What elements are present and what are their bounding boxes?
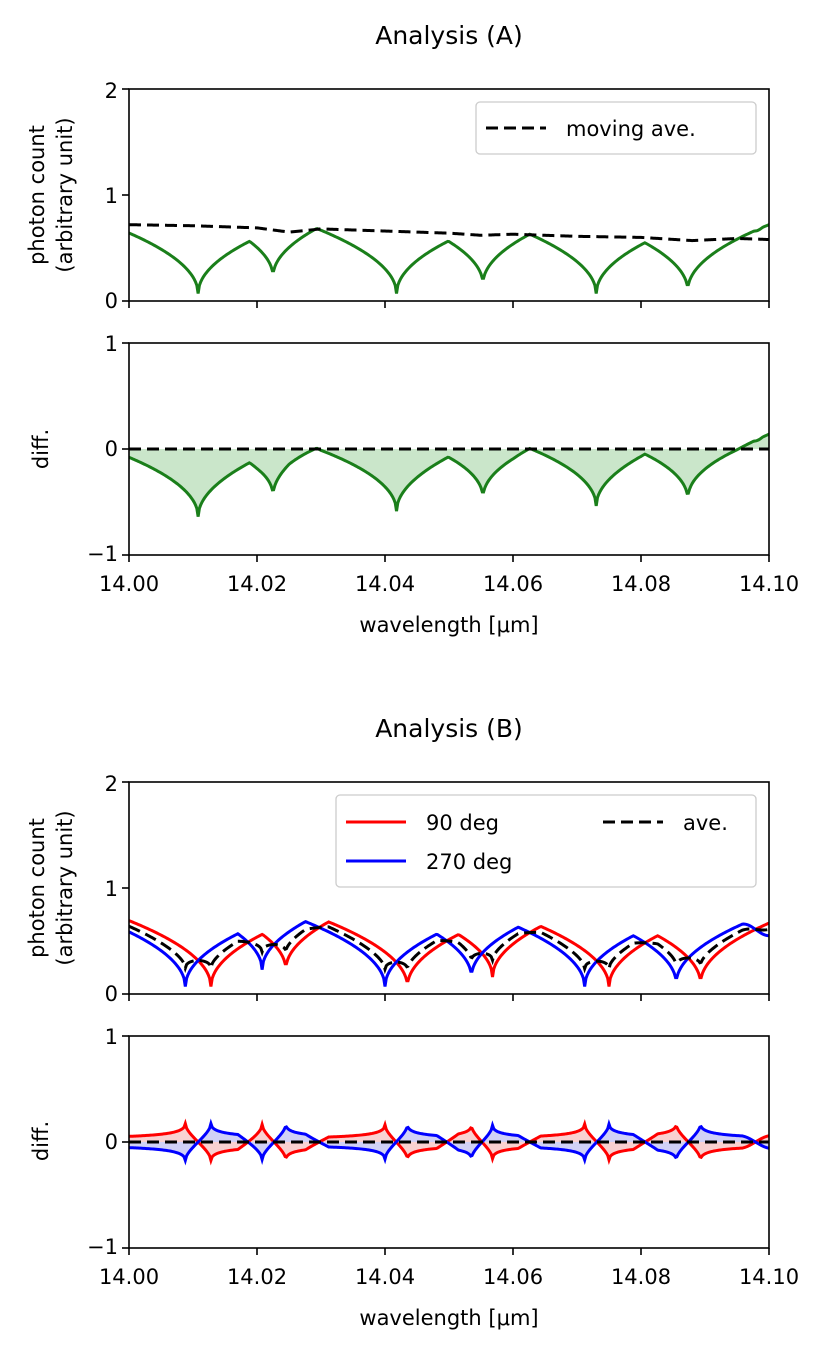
xtick-label: 14.04: [355, 572, 415, 596]
xlabel-b: wavelength [μm]: [359, 1306, 538, 1330]
xtick-label: 14.04: [355, 1265, 415, 1289]
legend-label-270deg: 270 deg: [426, 850, 512, 874]
plot-frame-b-top: [128, 781, 770, 995]
ylabel-a-line1: photon count: [25, 125, 49, 265]
ylabel-b-line1: photon count: [25, 818, 49, 958]
series-line-90deg: [129, 919, 769, 987]
xtick-label: 14.10: [739, 1265, 799, 1289]
legend-box-b: [335, 794, 757, 888]
series-line-270deg-diff: [129, 1118, 769, 1166]
series-line-signal: [129, 223, 769, 294]
panel-a-diff: diff. −1 0 1 14.00 14.02 14.04 14.06 14.…: [29, 332, 799, 637]
panel-b-diff: diff. −1 0 1 14.00 14.02 14.04 14.06 14.…: [29, 1025, 799, 1330]
legend-label-moving-ave: moving ave.: [566, 117, 696, 141]
ytick-label-2: 2: [105, 772, 118, 796]
series-line-moving-ave: [129, 223, 769, 243]
ytick-label-0: 0: [105, 289, 118, 313]
ytick-label-1: 1: [105, 877, 118, 901]
xtick-label: 14.00: [99, 1265, 159, 1289]
panel-b-top: Analysis (B) photon count (arbitrary uni…: [25, 714, 770, 1006]
xtick-label: 14.00: [99, 572, 159, 596]
title-b: Analysis (B): [375, 714, 523, 743]
ytick-label-0: 0: [105, 982, 118, 1006]
ylabel-diff-a: diff.: [29, 429, 53, 469]
xtick-labels-a: 14.00 14.02 14.04 14.06 14.08 14.10: [99, 572, 799, 596]
plot-frame-a-top: [128, 88, 770, 302]
series-line-ave: [129, 924, 769, 975]
legend-label-ave: ave.: [683, 811, 728, 835]
ytick-label-1: 1: [105, 184, 118, 208]
ylabel-b-line2: (arbitrary unit): [53, 810, 77, 965]
ytick-label-0: 0: [105, 1130, 118, 1154]
series-line-diff: [129, 432, 769, 517]
xtick-labels-b: 14.00 14.02 14.04 14.06 14.08 14.10: [99, 1265, 799, 1289]
ylabel-diff-b: diff.: [29, 1121, 53, 1161]
plot-frame-b-diff: [128, 1035, 770, 1249]
legend-b: 90 deg 270 deg ave.: [335, 794, 757, 888]
series-line-270deg: [129, 920, 769, 987]
panel-a-top: Analysis (A) photon count (arbitrary uni…: [25, 21, 770, 313]
diff-fill-area: [129, 434, 769, 517]
ytick-label-1: 1: [105, 332, 118, 356]
plot-frame-a-diff: [128, 342, 770, 556]
title-a: Analysis (A): [375, 21, 523, 50]
xtick-label: 14.02: [227, 1265, 287, 1289]
ytick-label-0: 0: [105, 437, 118, 461]
legend-a: moving ave.: [475, 101, 757, 155]
xtick-label: 14.08: [611, 572, 671, 596]
legend-box-a: [475, 101, 757, 155]
xtick-label: 14.08: [611, 1265, 671, 1289]
ytick-label-2: 2: [105, 79, 118, 103]
ytick-label-neg1: −1: [87, 542, 118, 566]
xlabel-a: wavelength [μm]: [359, 613, 538, 637]
legend-label-90deg: 90 deg: [426, 811, 499, 835]
series-line-90deg-diff: [129, 1118, 769, 1166]
xtick-label: 14.02: [227, 572, 287, 596]
ytick-label-neg1: −1: [87, 1235, 118, 1259]
ytick-label-1: 1: [105, 1025, 118, 1049]
xtick-label: 14.06: [483, 572, 543, 596]
xtick-label: 14.10: [739, 572, 799, 596]
xtick-label: 14.06: [483, 1265, 543, 1289]
ylabel-a-line2: (arbitrary unit): [53, 117, 77, 272]
